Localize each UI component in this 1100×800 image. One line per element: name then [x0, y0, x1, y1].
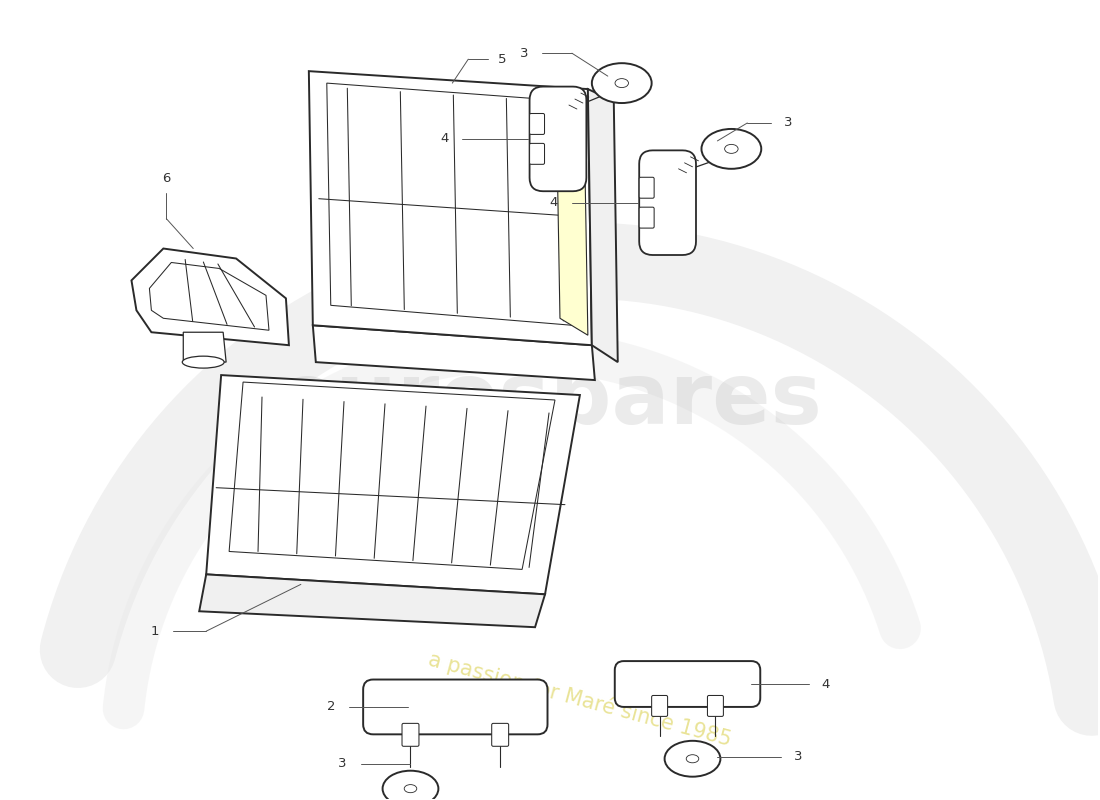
FancyBboxPatch shape: [639, 150, 696, 255]
Text: 3: 3: [784, 117, 793, 130]
Polygon shape: [587, 89, 618, 362]
Ellipse shape: [592, 63, 651, 103]
Polygon shape: [556, 89, 587, 335]
FancyBboxPatch shape: [529, 114, 544, 134]
Ellipse shape: [404, 785, 417, 793]
FancyBboxPatch shape: [651, 695, 668, 716]
FancyBboxPatch shape: [529, 86, 586, 191]
Text: 5: 5: [498, 53, 507, 66]
Text: 4: 4: [550, 196, 558, 209]
Text: 3: 3: [338, 758, 346, 770]
FancyBboxPatch shape: [402, 723, 419, 746]
Text: 4: 4: [440, 133, 449, 146]
Text: eurospares: eurospares: [277, 358, 823, 442]
FancyBboxPatch shape: [492, 723, 508, 746]
Polygon shape: [199, 574, 544, 627]
Polygon shape: [184, 332, 227, 362]
Ellipse shape: [615, 78, 628, 87]
Ellipse shape: [664, 741, 720, 777]
FancyBboxPatch shape: [529, 143, 544, 164]
Polygon shape: [309, 71, 592, 345]
FancyBboxPatch shape: [615, 661, 760, 707]
FancyBboxPatch shape: [707, 695, 724, 716]
Text: 2: 2: [327, 701, 336, 714]
Text: 3: 3: [519, 46, 528, 60]
Text: a passion for Maré since 1985: a passion for Maré since 1985: [426, 648, 734, 750]
Text: 1: 1: [151, 625, 160, 638]
Ellipse shape: [702, 129, 761, 169]
Polygon shape: [206, 375, 580, 594]
Ellipse shape: [686, 754, 698, 762]
FancyBboxPatch shape: [363, 679, 548, 734]
Polygon shape: [312, 326, 595, 380]
Text: 4: 4: [821, 678, 829, 690]
Polygon shape: [132, 249, 289, 345]
FancyBboxPatch shape: [639, 178, 654, 198]
FancyBboxPatch shape: [639, 207, 654, 228]
Ellipse shape: [183, 356, 224, 368]
Text: 3: 3: [794, 750, 803, 763]
Text: 6: 6: [162, 172, 170, 186]
Ellipse shape: [725, 144, 738, 154]
Ellipse shape: [383, 770, 439, 800]
